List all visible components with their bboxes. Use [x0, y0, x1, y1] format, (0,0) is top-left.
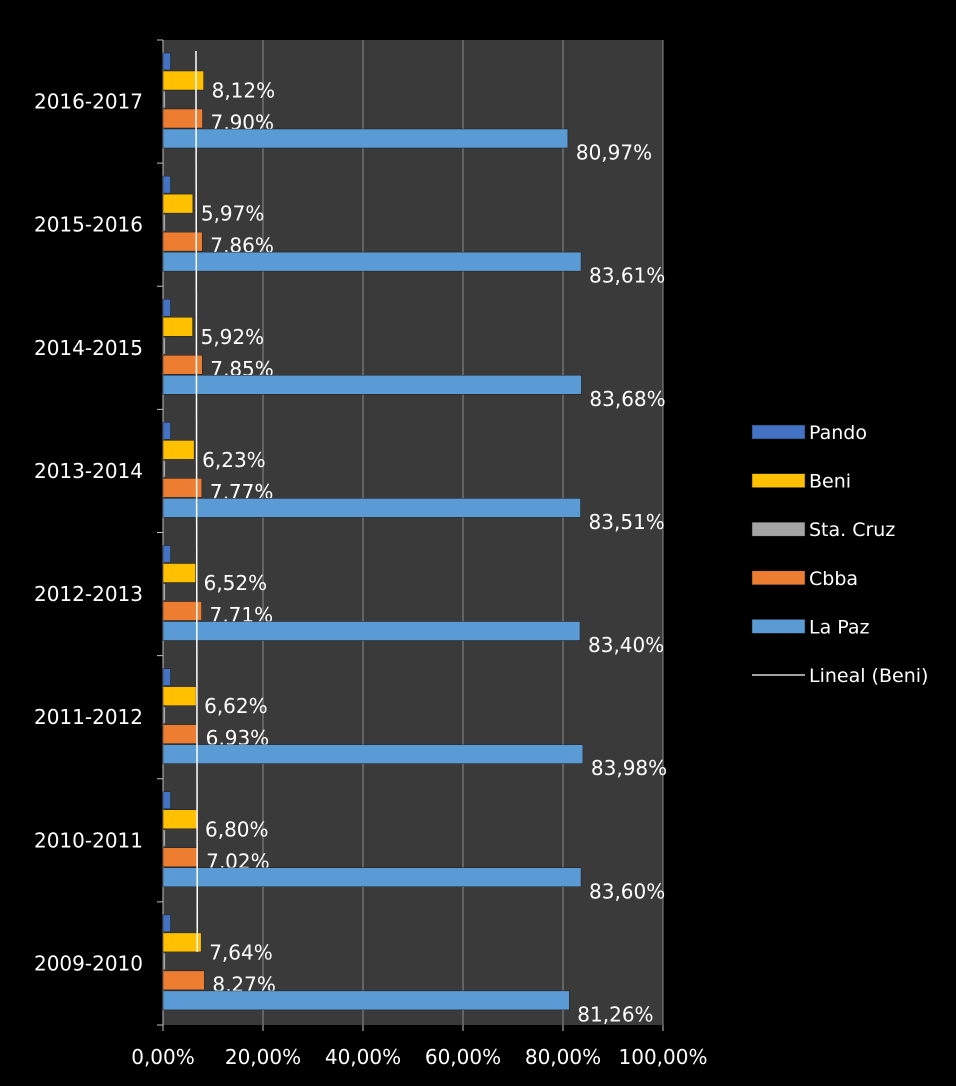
category-label: 2009-2010 [34, 951, 143, 975]
bar [162, 583, 166, 601]
bar [162, 175, 171, 194]
category-label: 2013-2014 [34, 459, 143, 483]
legend-swatch [751, 619, 806, 634]
bar [162, 498, 581, 518]
legend-swatch [751, 473, 806, 488]
legend-label: Beni [809, 471, 851, 493]
bar [162, 668, 171, 686]
bar [162, 299, 171, 317]
bar [162, 478, 203, 498]
bar [162, 128, 569, 149]
bar [162, 809, 198, 829]
data-label: 80,97% [576, 141, 652, 165]
bar [162, 337, 166, 355]
data-label: 6,80% [205, 817, 269, 841]
legend-label: La Paz [809, 616, 870, 638]
bar [162, 545, 171, 563]
bar [162, 744, 584, 764]
x-tick-label: 60,00% [425, 1045, 501, 1069]
bar [162, 70, 204, 91]
x-tick-label: 20,00% [225, 1045, 301, 1069]
legend-label: Pando [809, 422, 867, 444]
bar [162, 932, 202, 953]
legend-label: Sta. Cruz [809, 519, 895, 541]
bar [162, 791, 171, 809]
x-tick-label: 0,00% [131, 1045, 195, 1069]
bar [162, 317, 193, 337]
data-label: 6,52% [204, 571, 268, 595]
bar [162, 621, 581, 641]
bar [162, 601, 202, 621]
bar [162, 867, 582, 887]
legend-swatch [751, 521, 806, 537]
data-label: 6,23% [202, 448, 266, 472]
bar [162, 970, 205, 991]
category-label: 2010-2011 [34, 828, 143, 852]
bar [162, 375, 582, 395]
data-label: 6,62% [204, 694, 268, 718]
bar [162, 563, 196, 583]
bar [162, 706, 166, 724]
bar [162, 440, 195, 460]
bar [162, 460, 166, 478]
data-label: 83,40% [588, 633, 664, 657]
bar [162, 686, 197, 706]
bar [162, 422, 171, 440]
bar [162, 231, 203, 252]
data-label: 83,98% [591, 756, 667, 780]
trendline [195, 50, 199, 952]
bar [162, 251, 582, 272]
data-label: 83,60% [589, 879, 665, 903]
bar [162, 847, 199, 867]
legend-label: Cbba [809, 568, 858, 590]
legend-label: Lineal (Beni) [809, 665, 928, 687]
data-label: 81,26% [577, 1002, 653, 1026]
bar [162, 90, 166, 109]
bar [162, 355, 203, 375]
bar [162, 952, 166, 971]
x-tick-label: 80,00% [525, 1045, 601, 1069]
bar [162, 914, 171, 933]
data-label: 83,68% [589, 387, 665, 411]
data-label: 8,12% [212, 79, 276, 103]
data-label: 5,97% [201, 202, 265, 226]
data-label: 83,61% [589, 264, 665, 288]
x-tick-label: 100,00% [619, 1045, 708, 1069]
x-tick-label: 40,00% [325, 1045, 401, 1069]
bar [162, 193, 194, 214]
data-label: 5,92% [201, 325, 265, 349]
bar [162, 213, 166, 232]
legend-swatch [751, 570, 806, 586]
category-label: 2011-2012 [34, 705, 143, 729]
bar [162, 829, 166, 847]
category-label: 2012-2013 [34, 582, 143, 606]
category-label: 2016-2017 [34, 90, 143, 114]
bar [162, 52, 171, 71]
data-label: 83,51% [589, 510, 665, 534]
legend-swatch [751, 424, 806, 440]
bar [162, 990, 570, 1011]
category-label: 2014-2015 [34, 336, 143, 360]
plot-area [163, 40, 663, 1025]
data-label: 7,64% [209, 940, 273, 964]
category-label: 2015-2016 [34, 213, 143, 237]
bar [162, 108, 203, 129]
bar [162, 724, 198, 744]
